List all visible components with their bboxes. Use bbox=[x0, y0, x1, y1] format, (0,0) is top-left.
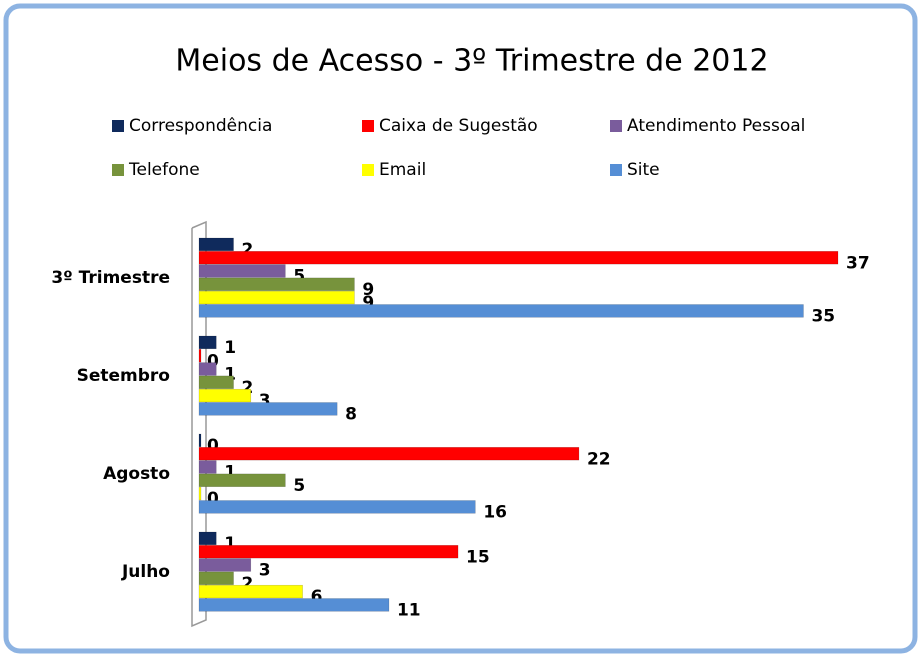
bar bbox=[198, 251, 839, 265]
legend-label: Telefone bbox=[128, 160, 200, 180]
y-tick-label: 3º Trimestre bbox=[51, 268, 170, 288]
legend-swatch bbox=[362, 120, 374, 132]
bar bbox=[198, 402, 338, 416]
y-tick-label: Julho bbox=[121, 562, 170, 582]
bar bbox=[198, 558, 252, 572]
data-label: 1 bbox=[224, 365, 236, 385]
legend-label: Caixa de Sugestão bbox=[379, 116, 538, 136]
data-label: 11 bbox=[397, 600, 421, 620]
bar bbox=[198, 460, 217, 474]
data-label: 1 bbox=[224, 534, 236, 554]
legend-swatch bbox=[112, 120, 124, 132]
y-tick-label: Agosto bbox=[103, 464, 170, 484]
bar bbox=[198, 473, 286, 487]
bar bbox=[198, 531, 217, 546]
bar bbox=[198, 290, 355, 305]
data-label: 1 bbox=[224, 463, 236, 483]
data-label: 9 bbox=[362, 280, 374, 300]
legend-label: Email bbox=[379, 160, 426, 180]
bar bbox=[198, 545, 459, 559]
legend-label: Correspondência bbox=[129, 116, 272, 136]
data-label: 6 bbox=[311, 587, 323, 607]
bar bbox=[198, 433, 202, 448]
legend-swatch bbox=[610, 120, 622, 132]
legend-swatch bbox=[112, 164, 124, 176]
data-label: 35 bbox=[811, 306, 835, 326]
bar bbox=[198, 304, 804, 318]
chart-title: Meios de Acesso - 3º Trimestre de 2012 bbox=[175, 44, 768, 79]
bar bbox=[198, 375, 234, 389]
bar bbox=[198, 388, 252, 403]
legend-label: Site bbox=[627, 160, 660, 180]
bar bbox=[198, 447, 580, 461]
data-label: 8 bbox=[345, 404, 357, 424]
data-label: 2 bbox=[242, 378, 254, 398]
bar bbox=[198, 349, 202, 363]
data-label: 37 bbox=[846, 253, 870, 273]
data-label: 3 bbox=[259, 391, 271, 411]
data-label: 2 bbox=[242, 574, 254, 594]
bar bbox=[198, 486, 202, 501]
bar bbox=[198, 362, 217, 376]
data-label: 9 bbox=[362, 293, 374, 313]
chart-frame bbox=[3, 3, 918, 654]
data-label: 22 bbox=[587, 449, 611, 469]
bar bbox=[198, 335, 217, 350]
bar bbox=[198, 571, 234, 585]
data-label: 15 bbox=[466, 547, 490, 567]
bar bbox=[198, 500, 476, 514]
bar bbox=[198, 598, 390, 612]
data-label: 1 bbox=[224, 338, 236, 358]
legend-swatch bbox=[610, 164, 622, 176]
axis-wall bbox=[191, 220, 207, 628]
legend-label: Atendimento Pessoal bbox=[627, 116, 805, 136]
data-label: 16 bbox=[483, 502, 507, 522]
legend-swatch bbox=[362, 164, 374, 176]
data-label: 5 bbox=[293, 267, 305, 287]
bar bbox=[198, 584, 303, 599]
bar bbox=[198, 264, 286, 278]
y-tick-label: Setembro bbox=[77, 366, 170, 386]
bar bbox=[198, 237, 234, 252]
data-label: 3 bbox=[259, 561, 271, 581]
bar bbox=[198, 277, 355, 291]
data-label: 2 bbox=[242, 240, 254, 260]
data-label: 5 bbox=[293, 476, 305, 496]
